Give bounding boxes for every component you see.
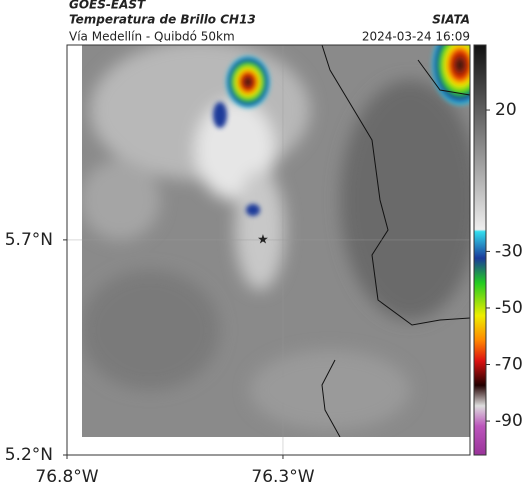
location-marker: ★ — [257, 233, 269, 248]
y-tick-label: 5.7°N — [5, 230, 53, 250]
colorbar — [473, 44, 487, 456]
map-frame — [66, 44, 471, 456]
colorbar-tick-label: -30 — [495, 241, 523, 261]
colorbar-tick-label: -70 — [495, 355, 523, 375]
title: GOES-EAST — [69, 0, 146, 12]
source: SIATA — [432, 13, 470, 27]
colorbar-tick-label: -90 — [495, 411, 523, 431]
location: Vía Medellín - Quibdó 50km — [69, 30, 235, 44]
header: GOES-EAST Temperatura de Brillo CH13 Vía… — [69, 0, 470, 44]
subtitle: Temperatura de Brillo CH13 — [69, 13, 256, 27]
ticks: 76.8°W 76.3°W 5.2°N 5.7°N 20 -30 -50 -70 -90 — [5, 100, 523, 487]
x-tick-label: 76.3°W — [251, 467, 314, 487]
timestamp: 2024-03-24 16:09 — [362, 30, 470, 44]
satellite-image — [82, 45, 470, 437]
y-tick-label: 5.2°N — [5, 445, 53, 465]
x-tick-label: 76.8°W — [35, 467, 98, 487]
colorbar-tick-label: 20 — [495, 100, 517, 120]
colorbar-tick-label: -50 — [495, 298, 523, 318]
